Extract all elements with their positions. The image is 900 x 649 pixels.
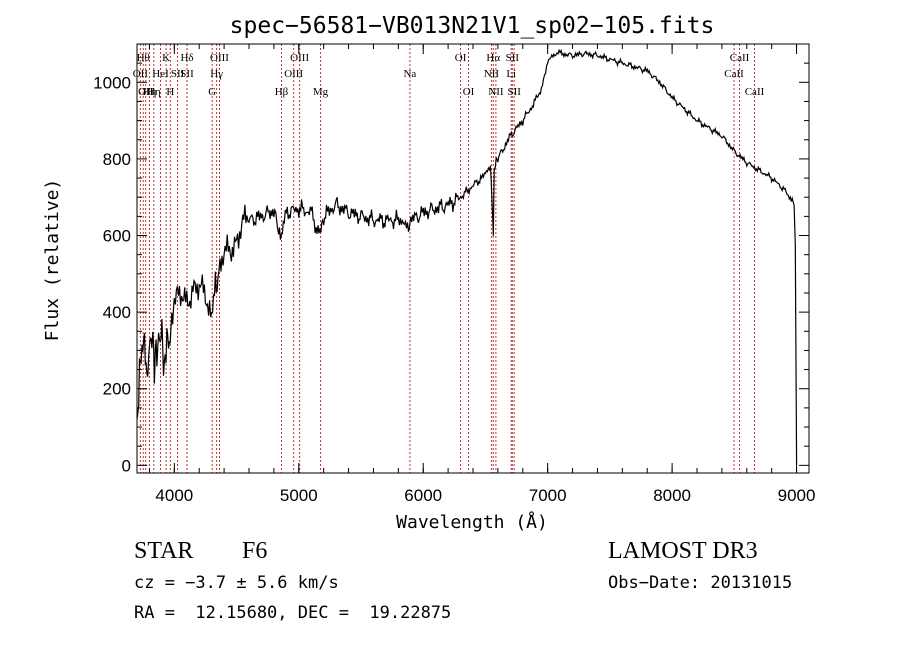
- spectral-line-label: NII: [488, 86, 504, 98]
- plot-frame: [136, 43, 810, 474]
- observation-date: Obs−Date: 20131015: [608, 573, 793, 593]
- spectral-line-label: Hβ: [275, 86, 289, 98]
- spectral-line-label: Hγ: [210, 68, 223, 80]
- y-tick-label: 400: [103, 303, 131, 322]
- spectral-line-label: Hθ: [137, 52, 150, 64]
- spectral-line-label: OII: [133, 68, 149, 80]
- spectral-line-label: CaII: [724, 68, 744, 80]
- y-axis-ticks: 0 200 400 600 800 1000: [93, 62, 809, 475]
- spectral-line-label: CaII: [745, 86, 765, 98]
- survey-name: LAMOST DR3: [608, 538, 758, 564]
- spectral-line-label: K: [162, 52, 170, 64]
- spectral-line-label: CaII: [730, 52, 750, 64]
- spectral-line-label: SII: [506, 52, 520, 64]
- x-tick-label: 4000: [155, 486, 193, 505]
- object-class: STAR: [134, 538, 194, 564]
- y-tick-label: 600: [103, 227, 131, 246]
- chart-title: spec−56581−VB013N21V1_sp02−105.fits: [230, 13, 715, 39]
- spectral-line-label: OIII: [210, 52, 229, 64]
- spectral-line-label: Mg: [313, 86, 329, 98]
- spectral-line-labels: HθOIIOIIHηHηHeIKHSIIHδSIIGHγOIIIHβOIIIOI…: [133, 52, 765, 98]
- coordinates: RA = 12.15680, DEC = 19.22875: [134, 603, 452, 623]
- spectral-line-label: HeI: [152, 68, 169, 80]
- spectral-line-label: Hα: [486, 52, 500, 64]
- x-tick-label: 6000: [404, 486, 442, 505]
- spectral-line-label: SII: [171, 68, 185, 80]
- spectral-line-label: OI: [455, 52, 467, 64]
- spectral-line-label: SII: [507, 86, 521, 98]
- spectral-line-label: OII: [138, 86, 154, 98]
- spectral-line-label: Li: [506, 68, 516, 80]
- y-tick-label: 1000: [93, 73, 131, 92]
- spectral-line-label: H: [166, 86, 174, 98]
- spectral-line-label: Hη: [147, 86, 161, 98]
- x-axis-ticks: 4000 5000 6000 7000 8000 9000: [148, 44, 816, 505]
- spectral-line-label: OI: [463, 86, 475, 98]
- y-tick-label: 800: [103, 150, 131, 169]
- x-tick-label: 7000: [529, 486, 567, 505]
- redshift-value: cz = −3.7 ± 5.6 km/s: [134, 573, 339, 593]
- object-subclass: F6: [242, 538, 268, 564]
- spectral-line-label: Hδ: [180, 52, 193, 64]
- spectral-line-label: NII: [484, 68, 500, 80]
- spectral-line-label: SII: [180, 68, 194, 80]
- flux-series-line: [136, 48, 798, 466]
- spectral-line-label: OIII: [284, 68, 303, 80]
- y-axis-label: Flux (relative): [42, 179, 63, 342]
- x-tick-label: 9000: [778, 486, 816, 505]
- spectral-line-label: Na: [403, 68, 416, 80]
- spectral-line-label: G: [208, 86, 216, 98]
- spectral-line-label: OIII: [290, 52, 309, 64]
- x-axis-label: Wavelength (Å): [396, 511, 548, 533]
- y-tick-label: 200: [103, 380, 131, 399]
- x-tick-label: 5000: [280, 486, 318, 505]
- spectral-line-label: Hη: [143, 86, 157, 98]
- spectral-line-markers: [139, 44, 755, 473]
- x-tick-label: 8000: [653, 486, 691, 505]
- y-tick-label: 0: [122, 456, 131, 475]
